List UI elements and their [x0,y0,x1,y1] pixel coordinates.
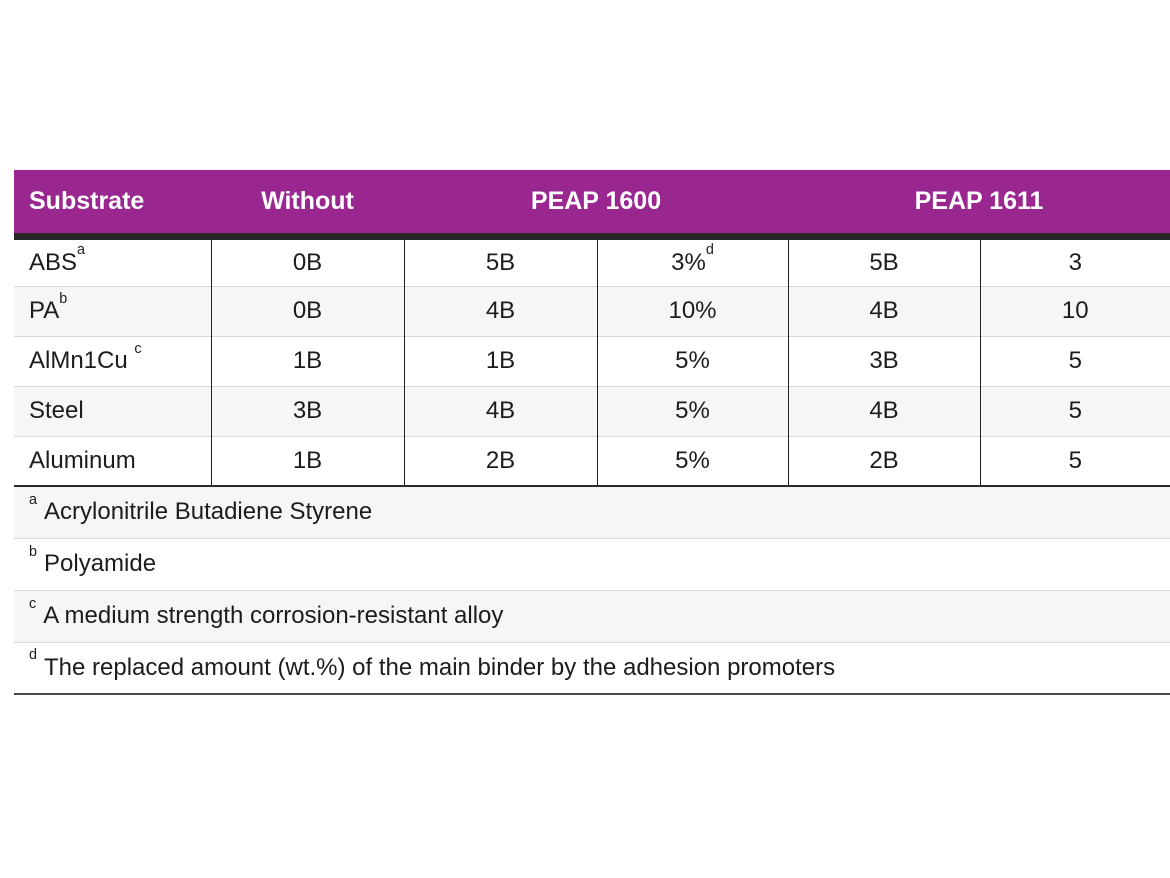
footnote-marker: d [29,647,38,664]
footnote-cell: d The replaced amount (wt.%) of the main … [14,641,1170,695]
footnote-row-c: c A medium strength corrosion-resistant a… [14,589,1170,642]
peap1611-percent-cell: 5 [979,385,1170,436]
footnote-cell: b Polyamide [14,537,1170,590]
footnote-text: Polyamide [44,550,157,577]
peap1600-rating-cell: 2B [403,435,597,486]
substrate-label: PA [29,297,60,324]
footnote-marker: b [29,543,38,560]
peap1611-rating-cell: 2B [787,435,981,486]
adhesion-results-table-wrap: Substrate Without PEAP 1600 PEAP 1611 AB… [14,170,1170,695]
percent-superscript: d [705,242,714,259]
substrate-cell: Steel [14,385,211,436]
percent-value: 5% [675,397,710,424]
footnote-text: The replaced amount (wt.%) of the main b… [44,653,836,681]
peap1611-percent-cell: 3 [979,235,1170,286]
footnote-cell: a Acrylonitrile Butadiene Styrene [14,485,1170,538]
substrate-label: AlMn1Cu [29,347,135,374]
peap1611-percent-cell: 5 [979,435,1170,486]
header-cell-substrate: Substrate [14,170,211,240]
footnote-row-a: a Acrylonitrile Butadiene Styrene [14,485,1170,538]
substrate-cell: Aluminum [14,435,211,486]
peap1600-rating-cell: 1B [403,335,597,386]
peap1611-rating-cell: 5B [787,235,981,286]
substrate-superscript: c [134,340,142,357]
footnote-marker: c [29,595,37,612]
peap1611-rating-cell: 4B [787,385,981,436]
footnote-marker: a [29,491,38,508]
header-cell-peap1600: PEAP 1600 [404,170,789,240]
peap1611-percent-cell: 5 [979,335,1170,386]
footnote-row-d: d The replaced amount (wt.%) of the main … [14,641,1170,695]
substrate-cell: ABSa [14,235,211,286]
substrate-superscript: a [77,242,86,259]
peap1611-percent-cell: 10 [979,285,1170,336]
peap1600-percent-cell: 5% [596,335,789,386]
substrate-label: Steel [29,397,84,424]
peap1611-rating-cell: 4B [787,285,981,336]
peap1600-rating-cell: 4B [403,385,597,436]
peap1600-percent-cell: 5% [596,385,789,436]
table-row-almn1cu: AlMn1Cu c 1B 1B 5% 3B 5 [14,335,1170,386]
table-row-aluminum: Aluminum 1B 2B 5% 2B 5 [14,435,1170,486]
substrate-cell: AlMn1Cu c [14,335,211,386]
footnote-row-b: b Polyamide [14,537,1170,590]
adhesion-results-table: Substrate Without PEAP 1600 PEAP 1611 AB… [14,170,1170,695]
peap1600-rating-cell: 5B [403,235,597,286]
header-cell-peap1611: PEAP 1611 [788,170,1170,240]
peap1600-percent-cell: 3%d [596,235,789,286]
percent-value: 10% [668,297,717,324]
peap1600-percent-cell: 10% [596,285,789,336]
substrate-label: ABS [29,248,78,276]
without-cell: 3B [210,385,404,436]
without-cell: 0B [210,235,404,286]
table-row-steel: Steel 3B 4B 5% 4B 5 [14,385,1170,436]
percent-value: 5% [675,347,710,374]
table-row-abs: ABSa 0B 5B 3%d 5B 3 [14,235,1170,286]
substrate-superscript: b [59,290,68,307]
peap1600-percent-cell: 5% [596,435,789,486]
header-cell-without: Without [211,170,404,240]
header-row: Substrate Without PEAP 1600 PEAP 1611 [14,170,1170,240]
without-cell: 0B [210,285,404,336]
percent-value: 5% [675,446,710,474]
substrate-label: Aluminum [29,446,136,474]
footnote-text: Acrylonitrile Butadiene Styrene [44,498,373,526]
footnote-cell: c A medium strength corrosion-resistant a… [14,589,1170,642]
peap1600-rating-cell: 4B [403,285,597,336]
peap1611-rating-cell: 3B [787,335,981,386]
percent-value: 3% [671,248,706,276]
table-row-pa: PAb 0B 4B 10% 4B 10 [14,285,1170,336]
substrate-cell: PAb [14,285,211,336]
footnote-text: A medium strength corrosion-resistant al… [43,602,504,629]
without-cell: 1B [210,335,404,386]
without-cell: 1B [210,435,404,486]
